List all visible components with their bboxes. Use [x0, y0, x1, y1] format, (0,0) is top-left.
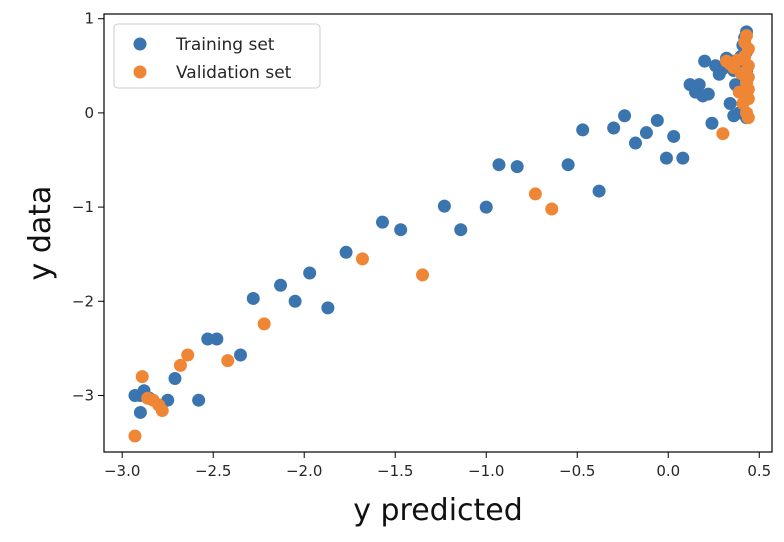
legend-marker-validation — [133, 65, 147, 79]
x-tick-label: −3.0 — [104, 462, 140, 480]
validation-point — [221, 354, 235, 368]
validation-point — [741, 111, 755, 125]
training-point — [454, 223, 468, 237]
training-point — [394, 223, 408, 237]
points-layer — [128, 25, 755, 443]
training-point — [234, 348, 248, 362]
training-point — [705, 116, 719, 130]
x-tick-label: −0.5 — [559, 462, 595, 480]
x-tick-label: −1.5 — [377, 462, 413, 480]
training-point — [168, 372, 182, 386]
training-point — [592, 184, 606, 198]
y-axis-label: y data — [23, 186, 58, 281]
x-tick-label: 0.0 — [656, 462, 680, 480]
legend-box — [113, 23, 321, 89]
training-point — [437, 199, 451, 213]
training-point — [192, 393, 206, 407]
training-point — [607, 121, 621, 135]
validation-point — [128, 429, 142, 443]
validation-point — [740, 29, 754, 43]
training-point — [375, 215, 389, 229]
training-point — [650, 113, 664, 127]
training-point — [628, 136, 642, 150]
training-point — [723, 96, 737, 110]
training-point — [618, 109, 632, 123]
y-tick-label: −2 — [72, 292, 94, 310]
training-point — [510, 160, 524, 174]
training-point — [479, 200, 493, 214]
training-point — [639, 126, 653, 140]
y-tick-label: −3 — [72, 386, 94, 404]
y-tick-label: −1 — [72, 198, 94, 216]
training-point — [303, 266, 317, 280]
x-axis-ticks: −3.0 −2.5 −2.0 −1.5 −1.0 −0.5 0.0 0.5 — [104, 452, 771, 480]
training-point — [692, 78, 706, 92]
training-point — [246, 291, 260, 305]
training-point — [492, 158, 506, 172]
plot-area-frame — [103, 13, 773, 453]
training-point — [659, 151, 673, 165]
x-tick-label: 0.5 — [747, 462, 771, 480]
validation-point — [741, 42, 755, 56]
x-tick-label: −1.0 — [468, 462, 504, 480]
validation-point — [155, 404, 169, 418]
training-point — [698, 54, 712, 68]
validation-point — [741, 92, 755, 106]
validation-point — [355, 252, 369, 266]
validation-point — [741, 82, 755, 96]
legend-marker-training — [133, 37, 147, 51]
training-point — [339, 245, 353, 259]
training-point — [676, 151, 690, 165]
training-point — [321, 301, 335, 315]
validation-point — [741, 70, 755, 84]
training-point — [701, 87, 715, 101]
x-axis-label: y predicted — [353, 493, 523, 528]
validation-point — [545, 202, 559, 216]
legend-label-training: Training set — [175, 35, 275, 55]
validation-point — [135, 370, 149, 384]
legend: Training set Validation set — [113, 23, 321, 89]
y-tick-label: 1 — [84, 10, 94, 28]
training-point — [133, 405, 147, 419]
training-point — [274, 278, 288, 292]
training-point — [288, 294, 302, 308]
x-tick-label: −2.0 — [286, 462, 322, 480]
legend-label-validation: Validation set — [176, 63, 292, 83]
training-point — [561, 158, 575, 172]
validation-point — [741, 59, 755, 73]
training-point — [576, 123, 590, 137]
training-point — [201, 332, 215, 346]
x-tick-label: −2.5 — [195, 462, 231, 480]
validation-point — [528, 187, 542, 201]
validation-point — [257, 317, 271, 331]
validation-point — [173, 358, 187, 372]
training-point — [210, 332, 224, 346]
validation-point — [181, 348, 195, 362]
y-axis-ticks: −3 −2 −1 0 1 — [72, 10, 104, 404]
validation-point — [716, 127, 730, 141]
validation-point — [416, 268, 430, 282]
training-point — [667, 129, 681, 143]
y-tick-label: 0 — [84, 104, 94, 122]
